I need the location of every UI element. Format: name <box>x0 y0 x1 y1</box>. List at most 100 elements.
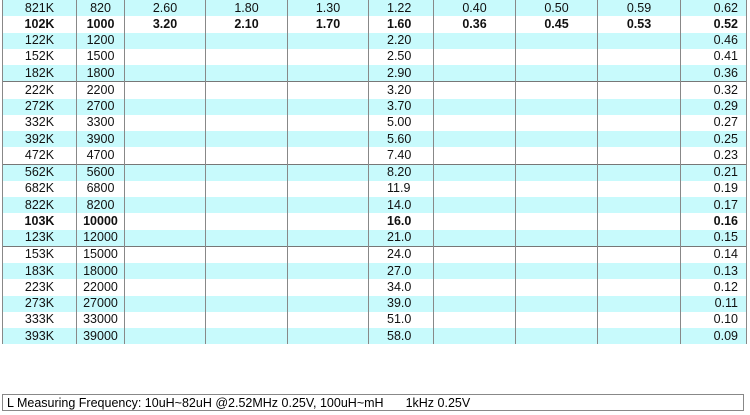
table-row: 682K 6800 11.9 0.19 <box>2 180 747 197</box>
table-cell: 2.20 <box>368 32 434 49</box>
table-cell <box>433 229 516 247</box>
table-cell: 8.20 <box>368 163 434 181</box>
table-cell <box>124 65 206 82</box>
table-cell <box>597 295 681 312</box>
table-cell <box>515 48 598 65</box>
table-cell: 1.60 <box>368 16 434 33</box>
table-row: 183K 18000 27.0 0.13 <box>2 263 747 280</box>
table-row: 152K 1500 2.50 0.41 <box>2 48 747 65</box>
table-cell <box>124 229 206 247</box>
table-cell: 822K <box>2 197 77 214</box>
table-row: 122K 1200 2.20 0.46 <box>2 32 747 49</box>
table-cell: 0.32 <box>680 81 747 99</box>
table-cell: 0.36 <box>433 16 516 33</box>
table-cell <box>515 65 598 82</box>
table-cell: 6800 <box>76 180 125 197</box>
table-cell <box>515 197 598 214</box>
table-cell: 8200 <box>76 197 125 214</box>
table-cell: 472K <box>2 147 77 164</box>
table-cell: 0.29 <box>680 98 747 115</box>
table-row: 182K 1800 2.90 0.36 <box>2 65 747 82</box>
table-cell <box>287 163 369 181</box>
table-cell: 183K <box>2 263 77 280</box>
table-cell <box>287 114 369 131</box>
measuring-frequency-note: L Measuring Frequency: 10uH~82uH @2.52MH… <box>2 394 744 411</box>
table-cell <box>433 81 516 99</box>
table-cell <box>515 114 598 131</box>
table-cell: 15000 <box>76 245 125 263</box>
table-cell: 0.45 <box>515 16 598 33</box>
table-cell <box>124 279 206 296</box>
table-cell <box>124 32 206 49</box>
inductor-spec-table: 821K 820 2.60 1.80 1.30 1.22 0.40 0.50 0.59 0.62 1… <box>2 0 747 345</box>
table-cell <box>205 311 288 328</box>
table-cell <box>433 263 516 280</box>
table-cell: 0.14 <box>680 245 747 263</box>
table-cell: 152K <box>2 48 77 65</box>
table-cell <box>124 81 206 99</box>
table-row: 472K 4700 7.40 0.23 <box>2 147 747 164</box>
table-cell: 21.0 <box>368 229 434 247</box>
table-cell: 223K <box>2 279 77 296</box>
table-row: 332K 3300 5.00 0.27 <box>2 114 747 131</box>
table-row: 821K 820 2.60 1.80 1.30 1.22 0.40 0.50 0.59 0.62 <box>2 0 747 17</box>
table-cell <box>597 32 681 49</box>
table-cell <box>205 279 288 296</box>
table-cell <box>124 328 206 345</box>
table-cell: 5.60 <box>368 131 434 148</box>
table-cell: 102K <box>2 16 77 33</box>
table-cell: 3.70 <box>368 98 434 115</box>
table-cell: 682K <box>2 180 77 197</box>
table-cell <box>287 229 369 247</box>
table-cell <box>287 245 369 263</box>
table-cell <box>515 279 598 296</box>
table-cell <box>124 98 206 115</box>
table-cell: 4700 <box>76 147 125 164</box>
table-cell: 820 <box>76 0 125 17</box>
table-cell <box>287 32 369 49</box>
table-cell <box>287 311 369 328</box>
table-cell <box>124 263 206 280</box>
table-cell: 153K <box>2 245 77 263</box>
table-cell: 0.46 <box>680 32 747 49</box>
table-cell <box>287 263 369 280</box>
table-cell <box>433 279 516 296</box>
table-cell: 0.40 <box>433 0 516 17</box>
table-cell <box>205 263 288 280</box>
table-cell <box>287 48 369 65</box>
table-row: 123K 12000 21.0 0.15 <box>2 229 747 247</box>
table-cell: 103K <box>2 213 77 230</box>
table-cell <box>597 197 681 214</box>
table-cell: 11.9 <box>368 180 434 197</box>
table-cell <box>597 229 681 247</box>
table-cell <box>515 147 598 164</box>
table-cell: 0.16 <box>680 213 747 230</box>
table-row: 272K 2700 3.70 0.29 <box>2 98 747 115</box>
table-cell: 33000 <box>76 311 125 328</box>
table-cell <box>205 295 288 312</box>
table-cell: 7.40 <box>368 147 434 164</box>
table-cell: 1.70 <box>287 16 369 33</box>
table-cell: 5.00 <box>368 114 434 131</box>
table-cell <box>433 180 516 197</box>
table-cell <box>124 213 206 230</box>
table-cell <box>515 295 598 312</box>
table-cell: 0.11 <box>680 295 747 312</box>
table-cell: 27000 <box>76 295 125 312</box>
table-cell: 5600 <box>76 163 125 181</box>
table-cell <box>597 180 681 197</box>
table-cell <box>515 311 598 328</box>
table-cell <box>597 48 681 65</box>
table-cell <box>205 65 288 82</box>
table-cell <box>124 48 206 65</box>
table-cell: 39.0 <box>368 295 434 312</box>
table-cell <box>124 180 206 197</box>
table-cell <box>433 114 516 131</box>
table-cell <box>515 229 598 247</box>
table-row: 222K 2200 3.20 0.32 <box>2 81 747 99</box>
table-cell: 1200 <box>76 32 125 49</box>
table-cell: 0.25 <box>680 131 747 148</box>
table-cell: 0.50 <box>515 0 598 17</box>
table-cell <box>205 131 288 148</box>
table-cell <box>597 279 681 296</box>
